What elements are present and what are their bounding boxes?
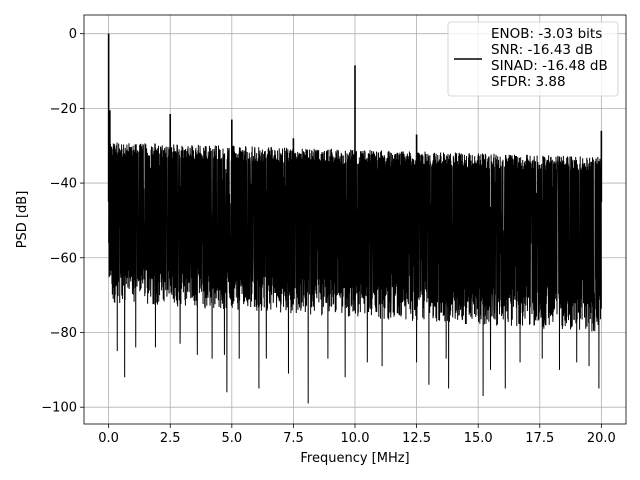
x-tick-label: 15.0	[464, 431, 493, 446]
legend-line: ENOB: -3.03 bits	[491, 26, 602, 42]
psd-noise-trace	[108, 142, 602, 404]
x-tick-label: 20.0	[587, 431, 616, 446]
y-tick-label: 0	[69, 27, 77, 42]
psd-trace	[108, 142, 602, 404]
x-tick-label: 17.5	[525, 431, 554, 446]
x-tick-label: 2.5	[160, 431, 181, 446]
x-axis-label: Frequency [MHz]	[300, 451, 409, 466]
legend-entry: ENOB: -3.03 bits SNR: -16.43 dB SINAD: -16…	[491, 26, 608, 90]
legend: ENOB: -3.03 bits SNR: -16.43 dB SINAD: -16…	[447, 21, 619, 97]
y-tick-label: −60	[50, 251, 77, 266]
y-tick-label: −40	[50, 177, 77, 192]
x-tick-label: 5.0	[221, 431, 242, 446]
y-axis-ticks: 0 −20 −40 −60 −80 −100	[41, 27, 84, 416]
x-tick-label: 10.0	[341, 431, 370, 446]
y-tick-label: −20	[50, 102, 77, 117]
psd-peaks	[107, 33, 603, 202]
y-axis-label: PSD [dB]	[15, 191, 30, 249]
x-axis-ticks: 0.0 2.5 5.0 7.5 10.0 12.5 15.0 17.5 20.0	[98, 424, 616, 446]
x-tick-label: 0.0	[98, 431, 119, 446]
legend-line: SNR: -16.43 dB	[491, 42, 593, 58]
y-tick-label: −80	[50, 326, 77, 341]
x-tick-label: 12.5	[402, 431, 431, 446]
x-tick-label: 7.5	[283, 431, 304, 446]
legend-line: SFDR: 3.88	[491, 74, 566, 90]
legend-line: SINAD: -16.48 dB	[491, 58, 608, 74]
legend-box	[447, 21, 619, 97]
y-tick-label: −100	[41, 401, 77, 416]
